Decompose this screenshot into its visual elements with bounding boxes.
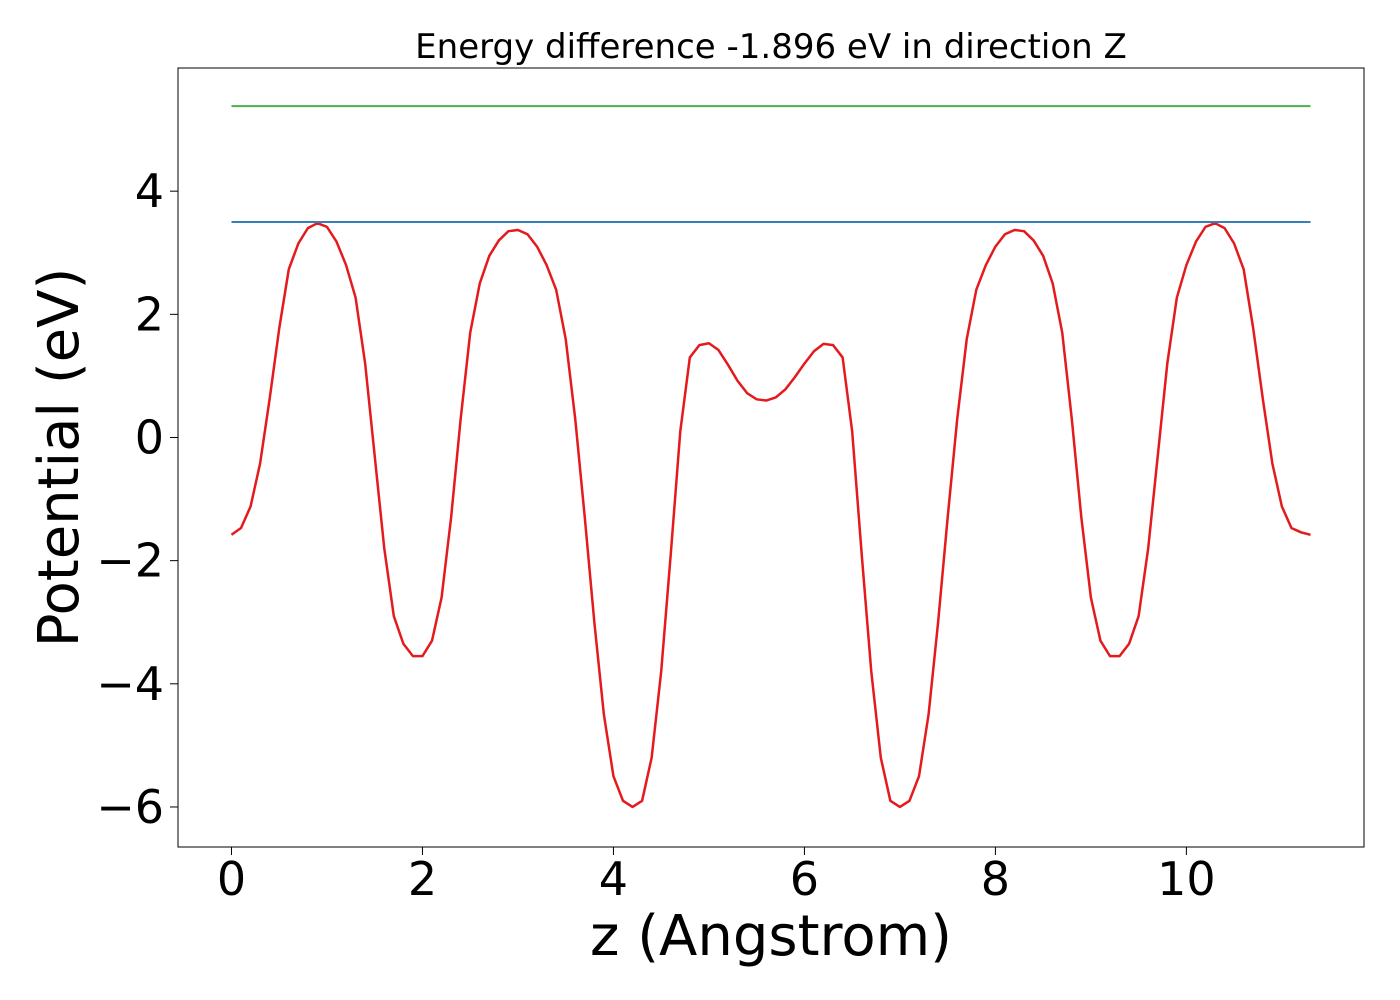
x-tick-label: 0	[217, 852, 246, 906]
x-tick-label: 10	[1157, 852, 1216, 906]
x-tick-label: 2	[408, 852, 437, 906]
plot-frame	[177, 67, 1365, 848]
y-tick-label: −2	[96, 534, 164, 588]
y-tick-label: 0	[135, 410, 164, 464]
y-tick-label: −4	[96, 657, 164, 711]
y-tick-label: −6	[96, 780, 164, 834]
y-axis-label: Potential (eV)	[27, 268, 92, 648]
chart-title: Energy difference -1.896 eV in direction…	[415, 27, 1127, 67]
x-tick-label: 8	[981, 852, 1010, 906]
x-axis-label: z (Angstrom)	[590, 904, 952, 969]
y-tick-label: 4	[135, 164, 164, 218]
series-layer	[230, 105, 1311, 809]
series-line-0	[230, 221, 1311, 809]
x-tick-label: 6	[790, 852, 819, 906]
x-tick-label: 4	[599, 852, 628, 906]
y-axis-ticks: −6 −4 −2 0 2 4	[96, 164, 178, 834]
x-axis-ticks: 0 2 4 6 8 10	[217, 847, 1216, 906]
y-tick-label: 2	[135, 287, 164, 341]
